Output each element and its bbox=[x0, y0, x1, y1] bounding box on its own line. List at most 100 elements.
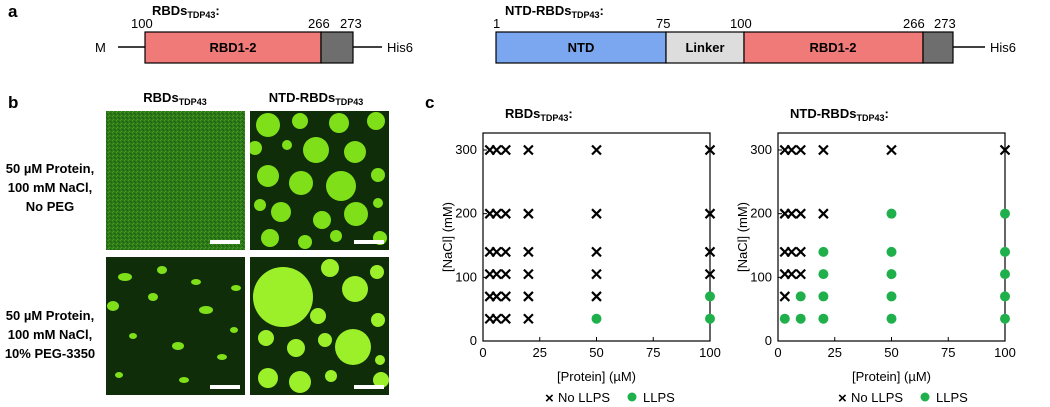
droplet bbox=[289, 371, 311, 393]
point-llps bbox=[818, 291, 829, 302]
residue-number: 75 bbox=[656, 16, 670, 31]
condition-label-row1: 50 µM Protein, 100 mM NaCl, No PEG bbox=[6, 161, 94, 214]
aggregate bbox=[179, 377, 189, 383]
droplet bbox=[287, 339, 305, 357]
point-no-llps bbox=[500, 246, 511, 258]
droplet bbox=[310, 308, 326, 324]
panel-c-letter: c bbox=[425, 93, 434, 112]
point-no-llps bbox=[704, 144, 716, 156]
point-llps bbox=[795, 313, 806, 324]
legend-no-llps-label: No LLPS bbox=[558, 390, 610, 405]
point-llps bbox=[1000, 313, 1010, 324]
construct-rbds-title: RBDsTDP43: bbox=[152, 3, 220, 20]
point-llps bbox=[705, 291, 715, 302]
droplet bbox=[373, 198, 383, 208]
droplet bbox=[330, 230, 342, 242]
point-no-llps bbox=[795, 144, 806, 156]
condition-line: 100 mM NaCl, bbox=[8, 327, 93, 342]
aggregate bbox=[157, 266, 167, 274]
scale-bar bbox=[210, 385, 240, 389]
point-no-llps bbox=[591, 246, 602, 258]
point-no-llps bbox=[795, 208, 806, 219]
domain-ntd bbox=[495, 31, 667, 64]
droplet bbox=[344, 202, 368, 226]
droplet bbox=[257, 165, 279, 187]
aggregate bbox=[172, 342, 184, 350]
micrograph-rbds-no-peg bbox=[106, 111, 245, 250]
point-no-llps bbox=[523, 313, 534, 324]
point-no-llps bbox=[704, 246, 716, 258]
point-no-llps bbox=[818, 208, 829, 219]
micrograph-ntd-rbds-no-peg bbox=[250, 111, 389, 250]
droplet bbox=[329, 113, 349, 133]
aggregate bbox=[148, 293, 158, 301]
droplet bbox=[271, 202, 291, 222]
y-tick-label: 200 bbox=[750, 206, 772, 221]
droplet bbox=[326, 171, 356, 201]
point-no-llps bbox=[491, 208, 502, 219]
point-no-llps bbox=[491, 144, 502, 156]
scale-bar bbox=[354, 240, 384, 244]
droplet bbox=[370, 265, 384, 279]
point-no-llps bbox=[491, 291, 502, 302]
droplet bbox=[261, 229, 279, 247]
droplet bbox=[375, 355, 385, 365]
scale-bar bbox=[210, 240, 240, 244]
point-llps bbox=[886, 313, 897, 324]
point-llps bbox=[886, 246, 897, 257]
residue-number: 266 bbox=[308, 16, 330, 31]
x-tick-label: 50 bbox=[884, 345, 898, 360]
chart-title: RBDsTDP43: bbox=[505, 106, 573, 123]
panel-b-letter: b bbox=[8, 93, 18, 112]
droplet bbox=[371, 168, 385, 182]
point-no-llps bbox=[523, 144, 534, 156]
y-tick-label: 300 bbox=[455, 142, 477, 157]
legend-llps-marker bbox=[627, 392, 637, 402]
domain-linker-label: Linker bbox=[685, 40, 724, 55]
point-no-llps bbox=[795, 246, 806, 258]
condition-line: 10% PEG-3350 bbox=[5, 346, 95, 361]
point-llps bbox=[818, 269, 829, 280]
x-axis-title: [Protein] (µM) bbox=[557, 369, 636, 384]
y-tick-label: 0 bbox=[765, 333, 772, 348]
aggregate bbox=[191, 279, 201, 285]
point-no-llps bbox=[786, 268, 797, 280]
point-no-llps bbox=[591, 208, 602, 219]
point-no-llps bbox=[491, 268, 502, 280]
droplet-group bbox=[250, 112, 387, 249]
x-tick-label: 25 bbox=[533, 345, 547, 360]
point-llps bbox=[779, 313, 790, 324]
x-axis-title: [Protein] (µM) bbox=[852, 369, 931, 384]
condition-line: 100 mM NaCl, bbox=[8, 180, 93, 195]
aggregate bbox=[199, 306, 213, 314]
construct-ntd-rbds: NTD-RBDsTDP43: His6 1 75 100 266 273 NTD… bbox=[493, 3, 1016, 64]
aggregate bbox=[129, 333, 137, 339]
point-no-llps bbox=[786, 208, 797, 219]
point-no-llps bbox=[500, 291, 511, 302]
droplet bbox=[258, 330, 274, 346]
chart-rbds: RBDsTDP43: 0 100 200 300 0 25 50 75 100 [Protein] … bbox=[440, 106, 721, 384]
point-no-llps bbox=[491, 313, 502, 324]
point-no-llps bbox=[500, 144, 511, 156]
domain-rbd12 bbox=[743, 31, 924, 64]
x-tick-label: 75 bbox=[941, 345, 955, 360]
point-no-llps bbox=[500, 313, 511, 324]
micrograph-ntd-rbds-peg bbox=[250, 257, 389, 395]
y-axis-title: [NaCl] (mM) bbox=[735, 202, 750, 272]
aggregate bbox=[118, 273, 132, 281]
point-no-llps bbox=[818, 144, 829, 156]
construct-rbds: RBDsTDP43: M His6 100 266 273 RBD1-2 bbox=[95, 3, 413, 64]
droplet bbox=[258, 368, 278, 388]
point-no-llps bbox=[523, 268, 534, 280]
aggregate-group bbox=[107, 266, 241, 383]
droplet bbox=[321, 259, 339, 277]
point-llps bbox=[795, 291, 806, 302]
column-header-rbds: RBDsTDP43 bbox=[143, 90, 206, 107]
y-tick-label: 100 bbox=[455, 269, 477, 284]
legend-x-marker: × bbox=[545, 390, 554, 407]
domain-tail bbox=[320, 31, 354, 64]
plot-frame bbox=[482, 132, 711, 342]
droplet bbox=[371, 313, 385, 327]
aggregate bbox=[217, 354, 227, 360]
domain-linker bbox=[665, 31, 745, 64]
